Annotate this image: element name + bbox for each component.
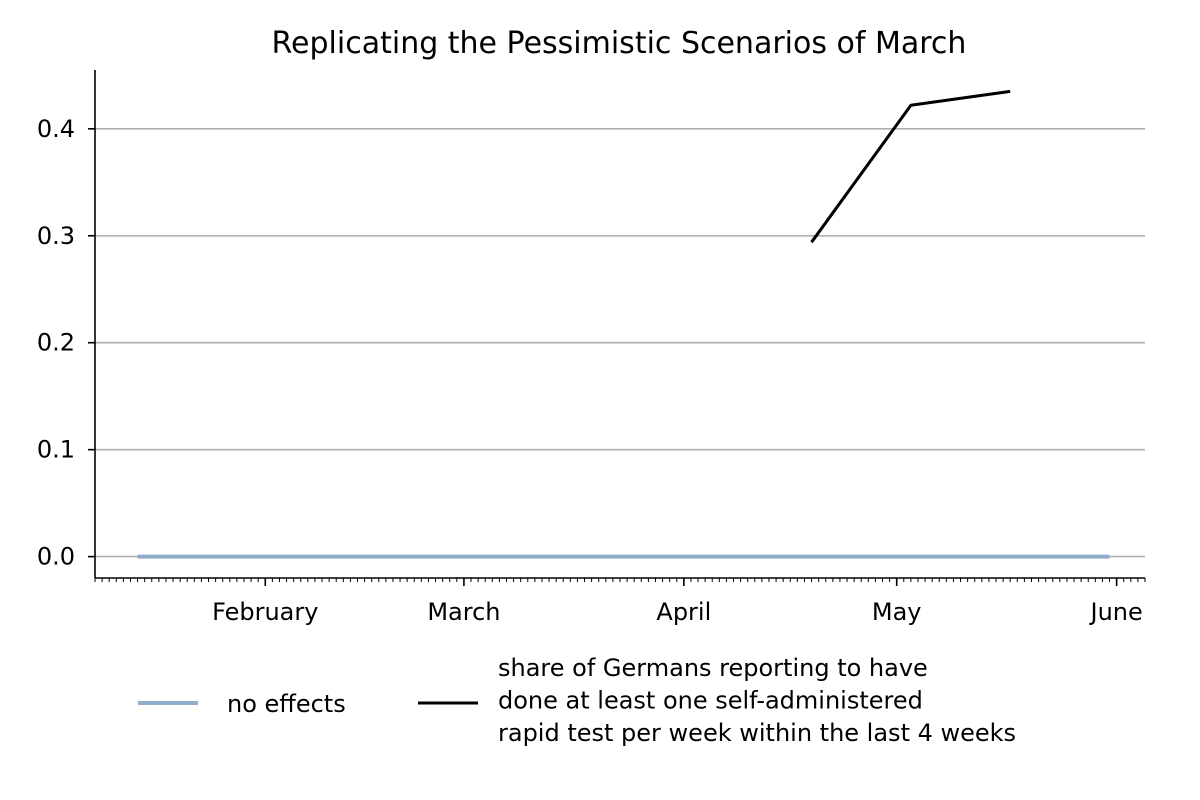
y-tick-label: 0.4 — [37, 115, 75, 143]
legend-label-rapid-test: share of Germans reporting to have done a… — [498, 654, 1016, 747]
x-tick-label: June — [1088, 598, 1142, 626]
x-tick-label: April — [656, 598, 711, 626]
y-tick-label: 0.2 — [37, 329, 75, 357]
legend-label-line: done at least one self-administered — [498, 687, 923, 715]
legend-label-no-effects: no effects — [227, 690, 346, 718]
chart-title: Replicating the Pessimistic Scenarios of… — [272, 26, 967, 61]
series-line-2 — [810, 89, 1011, 244]
x-tick-label: March — [427, 598, 500, 626]
legend: no effects share of Germans reporting to … — [138, 654, 1016, 747]
x-tick-label: February — [212, 598, 318, 626]
legend-label-line: rapid test per week within the last 4 we… — [498, 719, 1016, 747]
y-tick-label: 0.3 — [37, 222, 75, 250]
legend-label-line: share of Germans reporting to have — [498, 654, 928, 682]
gridlines — [95, 128, 1145, 558]
x-tick-label: May — [872, 598, 922, 626]
series-lines — [137, 89, 1110, 559]
axes: 0.0 0.1 0.2 0.3 0.4 February March April May June — [37, 70, 1146, 626]
y-tick-label: 0.0 — [37, 543, 75, 571]
y-tick-label: 0.1 — [37, 436, 75, 464]
